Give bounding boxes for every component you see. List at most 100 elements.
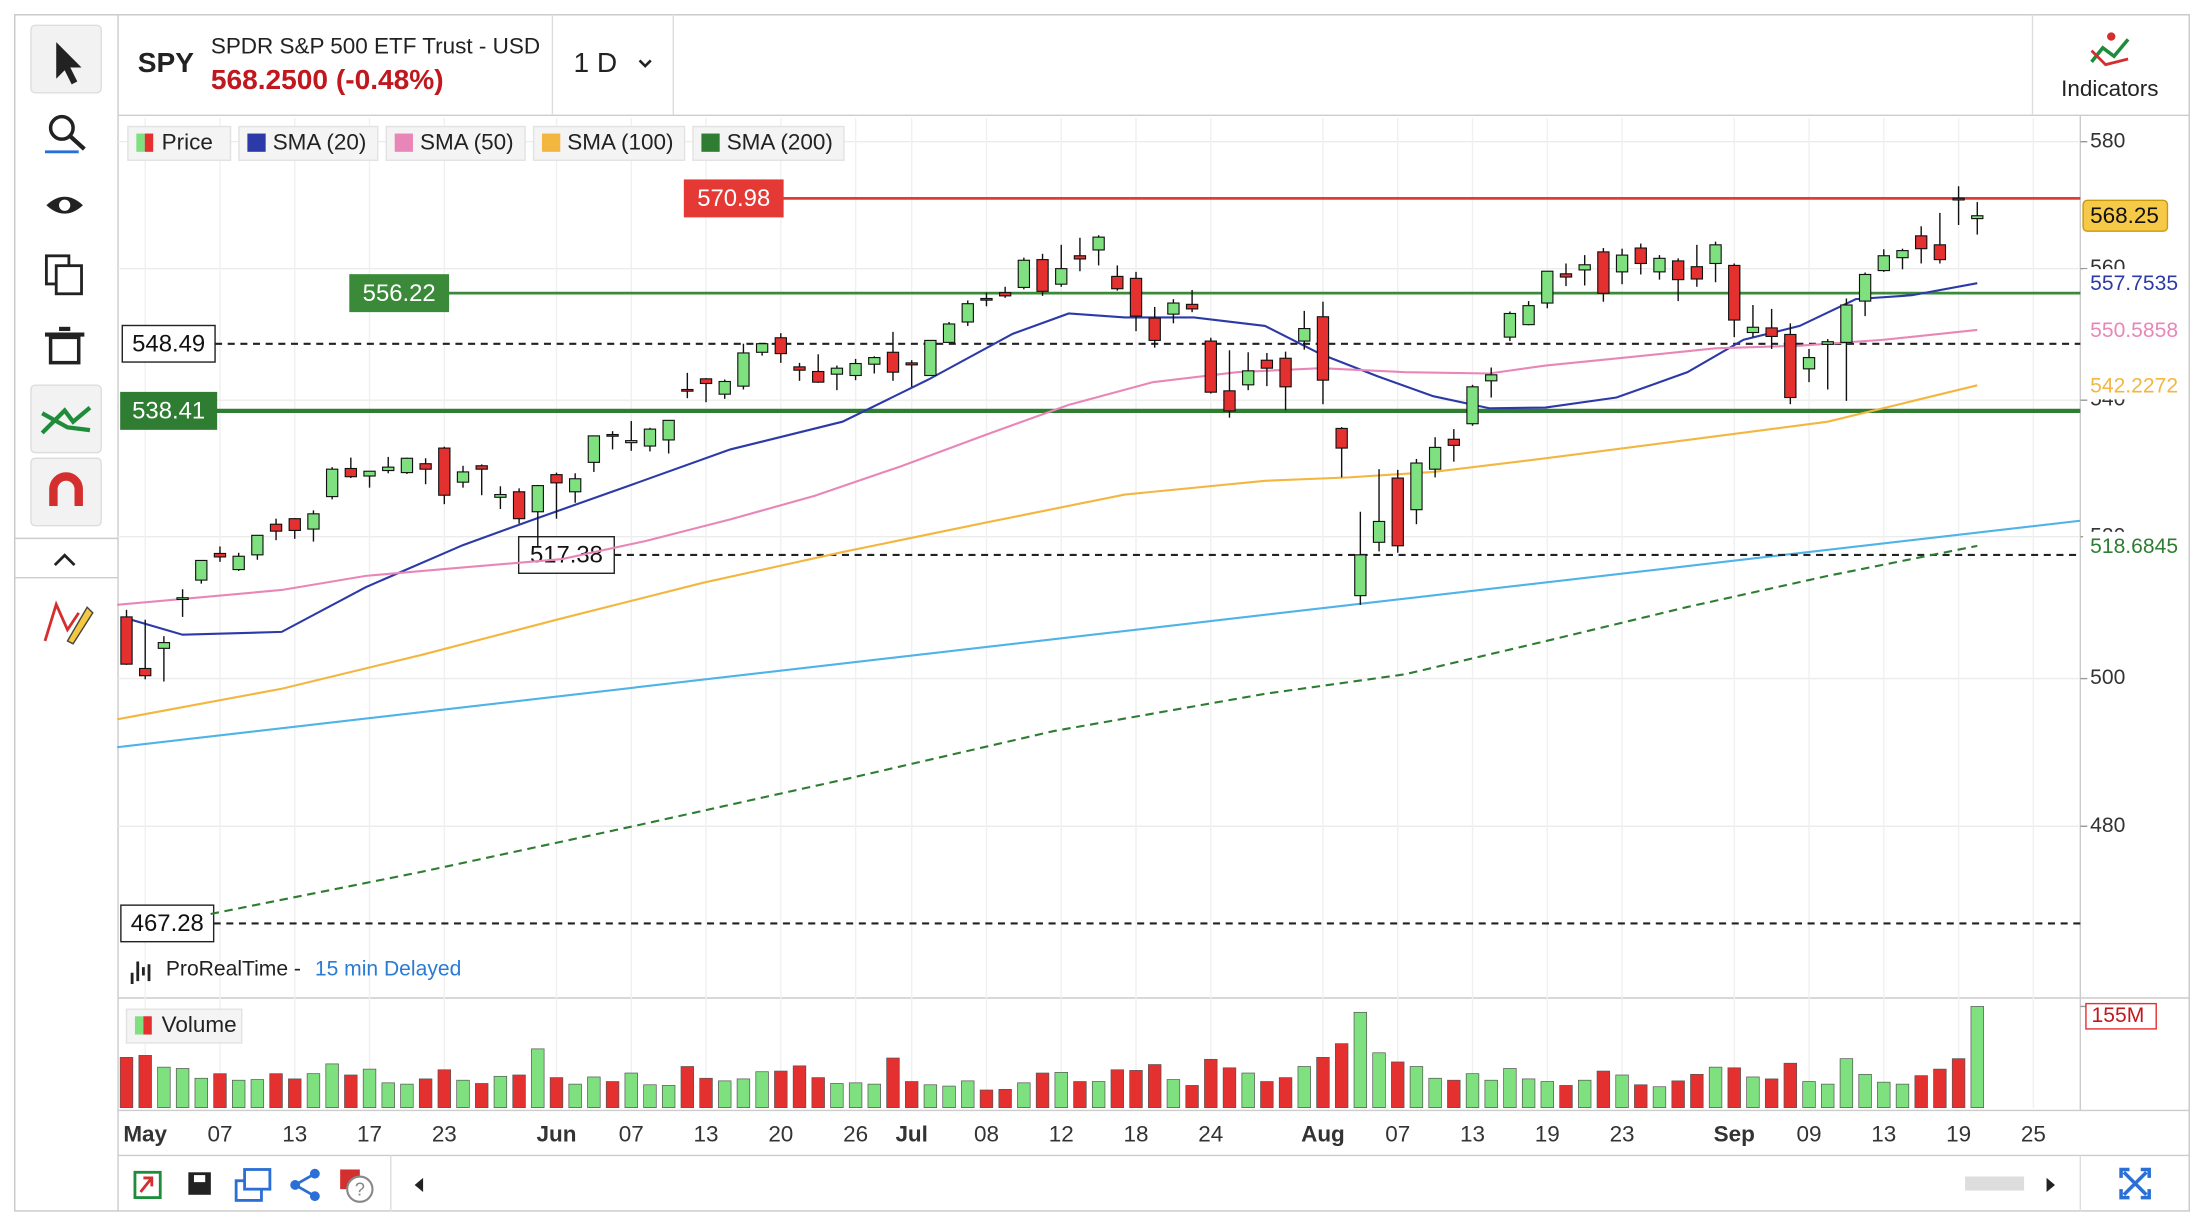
candle-body <box>1690 266 1704 280</box>
level-tag <box>517 536 615 574</box>
volume-bar <box>175 1068 190 1108</box>
candle-body <box>307 513 320 530</box>
candle-body <box>494 493 507 498</box>
sma-tag <box>2083 315 2188 345</box>
candle-body <box>1241 370 1255 386</box>
scroll-right[interactable] <box>2046 1177 2056 1192</box>
candle-body <box>531 485 544 513</box>
candle-body <box>1522 305 1535 326</box>
interval-selector[interactable]: 1 D <box>573 47 652 78</box>
legend-swatch <box>136 133 145 152</box>
volume-legend: Volume <box>125 1008 243 1044</box>
share-button[interactable] <box>290 1168 320 1202</box>
delay: 15 min Delayed <box>315 957 461 980</box>
y-tick-label: 500 <box>2090 666 2125 689</box>
scroll-left[interactable] <box>414 1177 424 1192</box>
indicators-button[interactable]: Indicators <box>2061 32 2159 101</box>
candle-body <box>980 297 993 301</box>
frame <box>14 14 2190 1212</box>
legend-item: SMA (50) <box>385 125 526 161</box>
candle-body <box>924 339 937 377</box>
candle-body <box>251 534 264 556</box>
volume-bar <box>568 1083 582 1108</box>
volume-bar <box>680 1066 695 1108</box>
last-price-tag <box>2082 199 2169 232</box>
x-tick-label: 18 <box>1124 1122 1149 1147</box>
volume-bar <box>1260 1081 1274 1108</box>
legend-swatch <box>134 1016 144 1035</box>
volume-bar <box>1428 1077 1442 1108</box>
candle-body <box>1933 244 1947 261</box>
volume-bar <box>119 1057 134 1108</box>
x-tick-label: 07 <box>619 1122 644 1147</box>
volume-bar <box>1951 1058 1966 1108</box>
x-tick-label: Sep <box>1714 1122 1755 1147</box>
candle-body <box>662 419 675 441</box>
scrollbar[interactable] <box>1965 1176 2025 1191</box>
volume-bar <box>1278 1077 1293 1108</box>
layout-button[interactable] <box>234 1168 272 1202</box>
eye-button[interactable] <box>46 196 83 214</box>
source: ProRealTime - <box>166 957 301 980</box>
x-tick-label: 08 <box>974 1122 999 1147</box>
volume-bar <box>1297 1066 1311 1108</box>
help-button[interactable]: ? <box>340 1169 374 1203</box>
delete-button[interactable] <box>44 326 85 365</box>
candle-body <box>1204 340 1217 393</box>
volume-bar <box>1970 1006 1984 1108</box>
volume-bar <box>1148 1064 1162 1108</box>
legend-label: SMA (200) <box>727 129 833 154</box>
volume-bar <box>1802 1081 1816 1108</box>
sma-value: 542.2272 <box>2090 374 2178 397</box>
candle-body <box>363 470 376 477</box>
magnet-button[interactable] <box>30 457 102 527</box>
level-label: 548.49 <box>132 330 205 357</box>
x-tick-label: Jun <box>537 1122 577 1147</box>
candle-body <box>1316 316 1330 381</box>
candle-body <box>120 616 133 665</box>
zoom-button[interactable] <box>44 114 86 154</box>
collapse-button[interactable] <box>53 553 76 567</box>
x-tick-label: 12 <box>1049 1122 1074 1147</box>
x-tick-label: 07 <box>207 1122 232 1147</box>
candle-body <box>1466 386 1479 425</box>
legend-label: SMA (100) <box>567 129 673 154</box>
volume-bar <box>344 1074 358 1108</box>
x-tick-label: 23 <box>432 1122 457 1147</box>
draw-button[interactable] <box>43 600 94 645</box>
svg-text:?: ? <box>355 1178 365 1199</box>
volume-bar <box>549 1077 564 1108</box>
sma-value: 550.5858 <box>2090 319 2178 342</box>
export-button[interactable] <box>133 1170 162 1199</box>
level-tag <box>121 324 216 363</box>
volume-bar <box>1877 1081 1891 1108</box>
candle-body <box>157 642 171 649</box>
candle-body <box>1167 302 1180 315</box>
volume-bar <box>1821 1083 1835 1108</box>
trend-button[interactable] <box>30 384 102 454</box>
legend-swatch <box>542 133 561 152</box>
candle-body <box>1615 254 1629 273</box>
sma-line <box>117 328 1978 606</box>
save-button[interactable] <box>188 1172 211 1195</box>
volume-bar <box>1578 1079 1592 1108</box>
volume-bar <box>1503 1068 1517 1108</box>
volume-bar <box>456 1079 470 1108</box>
volume-bar <box>1839 1058 1854 1108</box>
candle-body <box>1634 247 1647 265</box>
candle-body <box>886 351 900 373</box>
copy-button[interactable] <box>44 254 83 296</box>
volume-bar <box>1671 1080 1685 1108</box>
volume-bar <box>1353 1011 1368 1108</box>
candle-body <box>344 467 358 478</box>
volume-bar <box>1091 1081 1106 1108</box>
candle-body <box>587 435 601 463</box>
level-label: 570.98 <box>697 185 770 212</box>
candle-body <box>1055 268 1068 285</box>
fullscreen-button[interactable] <box>2119 1167 2151 1200</box>
x-tick-label: 07 <box>1385 1122 1410 1147</box>
candle-body <box>849 362 862 377</box>
legend-item: SMA (100) <box>532 125 686 161</box>
candle-body <box>755 343 769 353</box>
